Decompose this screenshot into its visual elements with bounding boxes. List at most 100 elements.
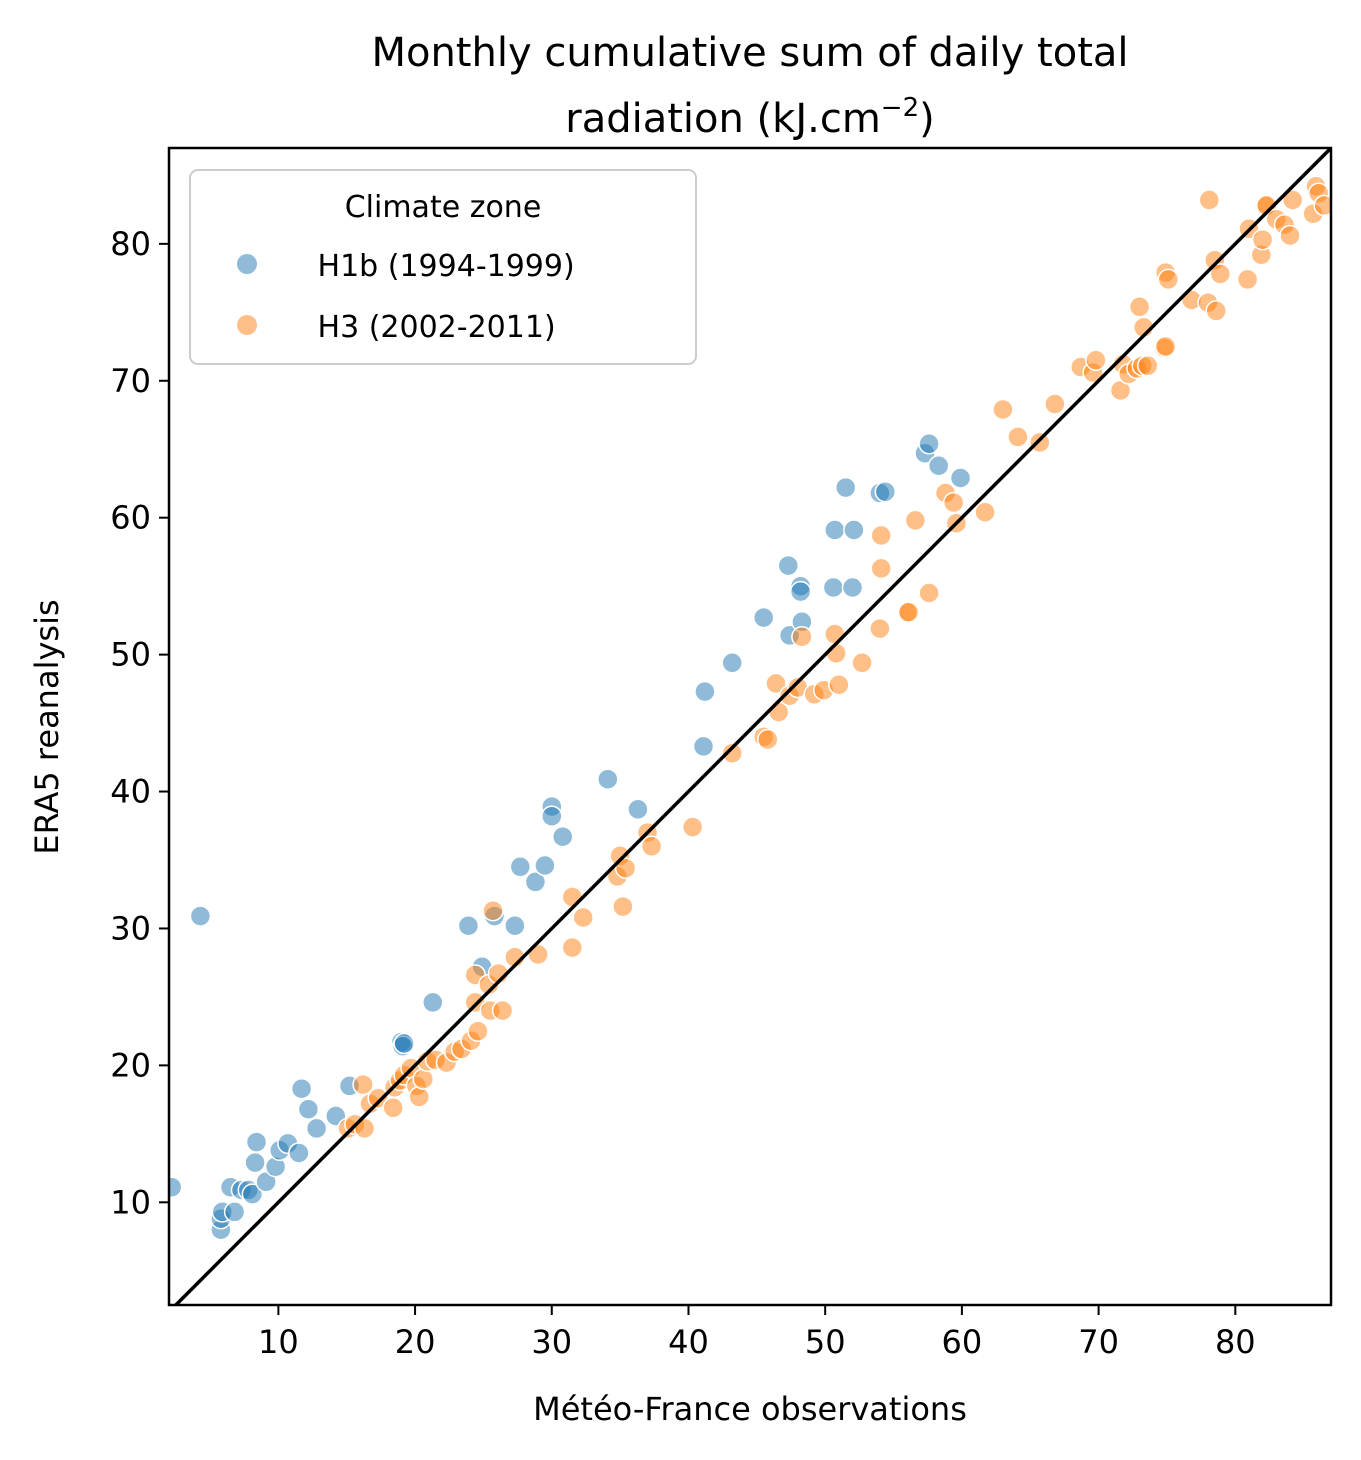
- y-tick-label: 10: [110, 1183, 151, 1221]
- h1b-point: [721, 652, 743, 674]
- h3-point: [765, 672, 787, 695]
- plot-area: [169, 148, 1331, 1305]
- y-axis-ticks: 10 20 30 40 50 60 70 80: [110, 225, 169, 1221]
- h1b-point: [597, 768, 619, 790]
- h1b-point: [255, 1171, 277, 1193]
- h1b-point: [189, 905, 212, 927]
- h1b-point: [834, 476, 857, 499]
- h1b-point: [393, 1032, 415, 1055]
- plot-frame: [167, 146, 1333, 1307]
- h3-point: [1007, 426, 1029, 448]
- chart-title-line2: radiation (kJ.cm−2): [565, 93, 934, 142]
- x-tick-label: 20: [395, 1323, 436, 1361]
- h3-point: [367, 1087, 389, 1109]
- h3-point: [870, 524, 892, 547]
- h1b-point: [752, 606, 775, 629]
- h1b-point: [949, 467, 972, 489]
- h1b-point: [288, 1142, 310, 1164]
- y-tick-label: 70: [110, 362, 151, 400]
- y-tick-label: 30: [110, 909, 151, 947]
- h1b-point: [223, 1201, 246, 1223]
- h3-point: [1313, 194, 1331, 217]
- x-tick-label: 40: [668, 1323, 709, 1361]
- x-axis-ticks: 10 20 30 40 50 60 70 80: [258, 1305, 1256, 1361]
- h1b-point: [789, 580, 812, 603]
- legend-label-h3: H3 (2002-2011): [308, 310, 556, 345]
- y-axis-label: ERA5 reanalysis: [28, 599, 66, 854]
- h1b-point: [843, 519, 865, 541]
- h3-point: [1085, 349, 1107, 371]
- h3-point: [1137, 354, 1159, 377]
- h3-point: [870, 557, 892, 580]
- h1b-point: [777, 554, 800, 577]
- h1b-point: [297, 1098, 320, 1120]
- x-axis-label: Météo-France observations: [533, 1390, 967, 1428]
- h1b-point: [305, 1117, 328, 1140]
- h3-point: [1279, 224, 1301, 247]
- x-tick-label: 60: [942, 1323, 983, 1361]
- x-tick-label: 80: [1215, 1323, 1256, 1361]
- h3-point: [1209, 263, 1232, 285]
- h3-point: [1205, 300, 1227, 322]
- h3-point: [1029, 431, 1051, 454]
- h3-point: [851, 652, 873, 674]
- h1b-point: [422, 991, 444, 1014]
- x-tick-label: 30: [531, 1323, 572, 1361]
- chart-title-line2-main: radiation (kJ.cm: [565, 96, 881, 142]
- chart-title-line1: Monthly cumulative sum of daily total: [371, 30, 1128, 76]
- y-tick-label: 60: [110, 499, 151, 537]
- h3-point: [942, 491, 965, 514]
- h3-point: [612, 895, 634, 918]
- h1b-point: [290, 1077, 313, 1100]
- h1b-point: [692, 735, 715, 758]
- h3-point: [992, 398, 1014, 421]
- chart-title-line2-sup: −2: [881, 93, 919, 123]
- h1b-point: [841, 576, 864, 599]
- h1b-point: [169, 1176, 183, 1198]
- h3-point: [614, 857, 637, 879]
- h1b-point: [241, 1183, 264, 1205]
- h1b-point: [874, 480, 897, 503]
- h3-point: [640, 835, 663, 858]
- h3-point: [721, 742, 743, 764]
- h3-point: [482, 899, 504, 922]
- h3-point: [1157, 268, 1180, 291]
- h3-point: [572, 906, 594, 929]
- h3-point: [824, 623, 846, 645]
- h1b-point: [245, 1131, 268, 1153]
- y-tick-label: 80: [110, 225, 151, 263]
- h1b-point: [927, 454, 950, 477]
- h1b-point: [541, 805, 563, 827]
- h3-point: [1044, 393, 1066, 415]
- h3-point: [352, 1073, 374, 1096]
- y-tick-label: 20: [110, 1046, 151, 1084]
- h3-point: [412, 1068, 435, 1090]
- h1b-point: [457, 914, 480, 937]
- h1b-point: [918, 433, 940, 455]
- h3-point: [1154, 335, 1177, 358]
- y-tick-label: 50: [110, 636, 151, 674]
- h3-point: [382, 1097, 404, 1119]
- x-tick-label: 70: [1078, 1323, 1119, 1361]
- h1b-point: [551, 825, 574, 848]
- h3-point: [918, 582, 940, 604]
- legend-title: Climate zone: [345, 190, 542, 225]
- h3-point: [1281, 189, 1304, 211]
- legend-marker-h1b: [237, 254, 257, 274]
- h3-point: [1251, 228, 1274, 251]
- legend: Climate zone H1b (1994-1999) H3 (2002-20…: [189, 169, 697, 365]
- h3-point: [869, 617, 891, 640]
- h3-point: [467, 1020, 489, 1042]
- legend-label-h1b: H1b (1994-1999): [308, 249, 575, 284]
- h3-point: [1128, 296, 1151, 318]
- identity-line: [173, 148, 1331, 1305]
- h1b-point: [694, 680, 716, 703]
- x-tick-label: 50: [805, 1323, 846, 1361]
- legend-box: [189, 169, 697, 365]
- h3-point: [897, 601, 920, 623]
- h3-point: [681, 816, 704, 838]
- h3-point: [825, 642, 847, 664]
- h1b-point: [627, 798, 649, 821]
- h1b-point: [824, 519, 846, 541]
